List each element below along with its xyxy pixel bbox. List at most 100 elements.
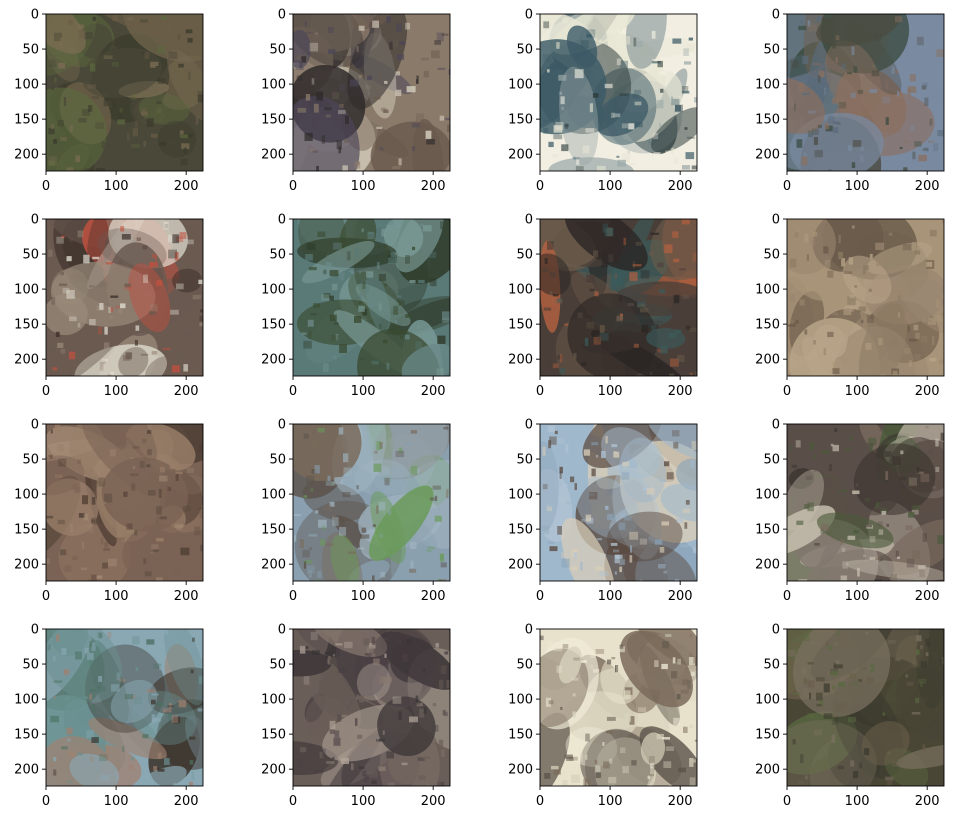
y-tick-label: 100 — [261, 488, 286, 503]
y-tick-label: 0 — [31, 8, 39, 23]
y-tick-label: 50 — [763, 248, 780, 263]
x-tick-label: 100 — [351, 179, 376, 194]
x-tick-label: 100 — [351, 384, 376, 399]
axes-frame — [45, 218, 204, 377]
subplot-7: 0 100 200 0 50 100 150 200 — [508, 213, 698, 399]
y-tick-label: 150 — [14, 523, 39, 538]
y-tick-label: 200 — [14, 558, 39, 573]
y-tick-label: 0 — [525, 623, 533, 638]
y-tick-label: 150 — [14, 113, 39, 128]
y-tick-label: 150 — [14, 728, 39, 743]
y-tick-label: 150 — [14, 318, 39, 333]
y-tick-label: 50 — [516, 658, 533, 673]
y-tick-label: 0 — [278, 213, 286, 228]
x-tick-label: 0 — [783, 384, 791, 399]
x-tick-label: 0 — [783, 794, 791, 809]
y-tick-label: 150 — [508, 113, 533, 128]
x-tick-label: 100 — [598, 794, 623, 809]
y-tick-label: 50 — [269, 43, 286, 58]
x-tick-label: 200 — [915, 589, 940, 604]
axes-frame — [539, 218, 698, 377]
y-tick-label: 0 — [278, 623, 286, 638]
y-tick-label: 100 — [14, 78, 39, 93]
y-tick-label: 150 — [508, 728, 533, 743]
x-tick-label: 0 — [289, 179, 297, 194]
y-tick-label: 50 — [516, 453, 533, 468]
x-tick-label: 200 — [421, 384, 446, 399]
generated-image — [46, 629, 203, 786]
axes-frame — [786, 423, 945, 582]
axes-frame — [45, 423, 204, 582]
y-tick-label: 200 — [508, 148, 533, 163]
subplot-2: 0 100 200 0 50 100 150 200 — [261, 8, 451, 194]
y-tick-label: 0 — [31, 418, 39, 433]
subplot-8: 0 100 200 0 50 100 150 200 — [755, 213, 945, 399]
x-tick-label: 200 — [421, 589, 446, 604]
x-tick-label: 200 — [668, 179, 693, 194]
y-tick-label: 50 — [269, 248, 286, 263]
x-tick-label: 0 — [42, 179, 50, 194]
x-tick-label: 100 — [845, 794, 870, 809]
y-tick-label: 100 — [755, 78, 780, 93]
y-tick-label: 150 — [261, 728, 286, 743]
y-tick-label: 100 — [508, 78, 533, 93]
x-tick-label: 200 — [174, 179, 199, 194]
y-tick-label: 50 — [516, 43, 533, 58]
x-tick-label: 0 — [536, 589, 544, 604]
subplot-6: 0 100 200 0 50 100 150 200 — [261, 213, 451, 399]
y-tick-label: 50 — [22, 248, 39, 263]
y-tick-label: 0 — [31, 623, 39, 638]
x-tick-label: 200 — [668, 384, 693, 399]
x-tick-label: 100 — [104, 384, 129, 399]
x-tick-label: 100 — [845, 589, 870, 604]
y-tick-label: 150 — [261, 113, 286, 128]
axes-frame — [292, 218, 451, 377]
x-tick-label: 200 — [421, 794, 446, 809]
x-tick-label: 200 — [668, 589, 693, 604]
y-tick-label: 100 — [14, 283, 39, 298]
y-tick-label: 0 — [278, 418, 286, 433]
x-tick-label: 200 — [421, 179, 446, 194]
x-tick-label: 200 — [668, 794, 693, 809]
x-tick-label: 0 — [42, 384, 50, 399]
y-tick-label: 200 — [14, 148, 39, 163]
y-tick-label: 100 — [261, 283, 286, 298]
y-tick-label: 200 — [508, 353, 533, 368]
y-tick-label: 100 — [755, 488, 780, 503]
x-tick-label: 0 — [289, 794, 297, 809]
x-tick-label: 0 — [783, 179, 791, 194]
y-tick-label: 150 — [755, 523, 780, 538]
subplot-10: 0 100 200 0 50 100 150 200 — [261, 418, 451, 604]
y-tick-label: 200 — [261, 148, 286, 163]
generated-image — [787, 219, 944, 376]
y-tick-label: 50 — [763, 453, 780, 468]
x-tick-label: 0 — [536, 794, 544, 809]
y-tick-label: 100 — [508, 283, 533, 298]
x-tick-label: 200 — [915, 384, 940, 399]
y-tick-label: 200 — [508, 558, 533, 573]
y-tick-label: 50 — [22, 658, 39, 673]
y-tick-label: 200 — [261, 558, 286, 573]
y-tick-label: 150 — [261, 523, 286, 538]
x-tick-label: 0 — [289, 589, 297, 604]
generated-image — [293, 219, 450, 376]
y-tick-label: 100 — [508, 488, 533, 503]
y-tick-label: 0 — [278, 8, 286, 23]
y-tick-label: 0 — [31, 213, 39, 228]
y-tick-label: 200 — [14, 353, 39, 368]
y-tick-label: 100 — [261, 78, 286, 93]
y-tick-label: 0 — [772, 623, 780, 638]
x-tick-label: 100 — [845, 384, 870, 399]
y-tick-label: 100 — [755, 693, 780, 708]
x-tick-label: 100 — [598, 589, 623, 604]
axes-frame — [539, 13, 698, 172]
generated-image — [46, 219, 203, 376]
generated-image — [293, 14, 450, 171]
y-tick-label: 0 — [772, 8, 780, 23]
x-tick-label: 100 — [104, 794, 129, 809]
x-tick-label: 200 — [174, 794, 199, 809]
axes-frame — [786, 628, 945, 787]
x-tick-label: 200 — [915, 179, 940, 194]
y-tick-label: 150 — [755, 728, 780, 743]
y-tick-label: 50 — [516, 248, 533, 263]
